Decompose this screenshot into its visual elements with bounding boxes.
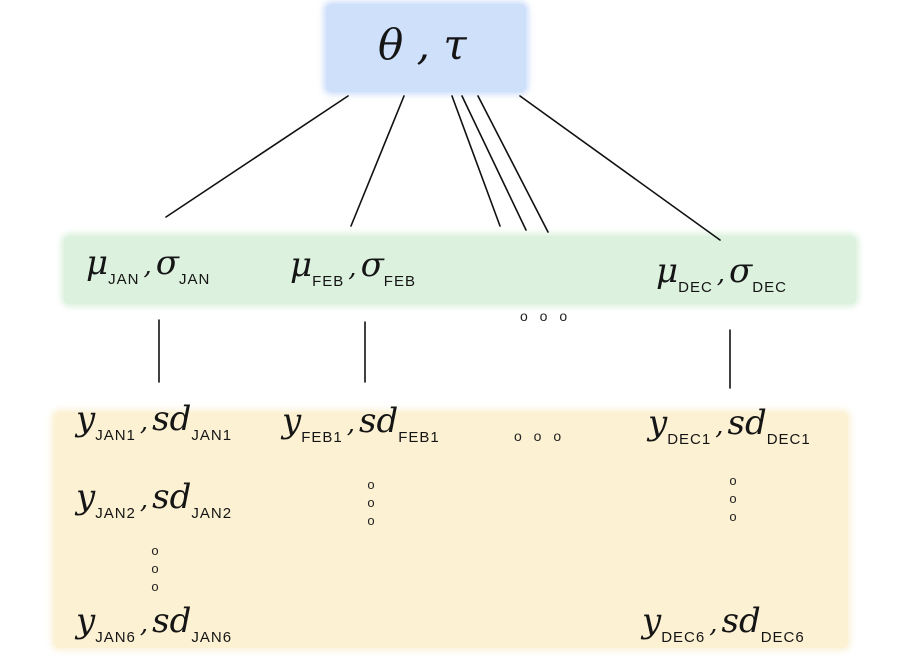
sigma-symbol: σ (360, 245, 384, 285)
y-symbol: y (642, 601, 662, 641)
obs-jan6-node: yJAN6, sdJAN6 (76, 604, 232, 645)
y-subscript: DEC1 (667, 431, 712, 448)
obs-dec6-node: yDEC6, sdDEC6 (642, 604, 805, 645)
sd-subscript: JAN1 (191, 427, 233, 444)
sigma-symbol: σ (155, 243, 179, 283)
sd-symbol: sd (721, 601, 761, 641)
mu-subscript: FEB (312, 273, 345, 290)
ellipsis-dot: o (367, 513, 375, 528)
edge-top-to-ellipsis-2 (461, 95, 527, 231)
obs-dec1-node: yDEC1, sdDEC1 (648, 406, 811, 447)
obs-ellipsis: o o o (514, 428, 566, 444)
obs-feb1-node: yFEB1, sdFEB1 (282, 404, 440, 445)
sd-subscript: JAN6 (191, 629, 233, 646)
dec-obs-ellipsis: o o o (728, 472, 738, 526)
y-subscript: DEC6 (661, 629, 706, 646)
y-symbol: y (282, 401, 302, 441)
sd-symbol: sd (359, 401, 399, 441)
feb-obs-ellipsis: o o o (366, 476, 376, 530)
y-symbol: y (76, 399, 96, 439)
separator: , (348, 253, 357, 283)
obs-jan2-node: yJAN2, sdJAN2 (76, 480, 232, 521)
ellipsis-dot: o (151, 561, 159, 576)
sigma-subscript: FEB (383, 273, 416, 290)
separator: , (139, 407, 149, 437)
y-subscript: JAN2 (95, 505, 136, 522)
ellipsis-dot: o (151, 579, 159, 594)
sd-symbol: sd (727, 403, 767, 443)
edge-top-to-ellipsis-1 (451, 95, 501, 227)
observation-band (54, 412, 848, 648)
edge-top-to-ellipsis-3 (477, 95, 549, 233)
separator: , (346, 409, 355, 439)
sigma-subscript: DEC (752, 279, 787, 296)
hyperparameter-band (326, 4, 526, 92)
ellipsis-dot: o (367, 495, 375, 510)
edge-top-to-dec (519, 95, 721, 241)
y-subscript: FEB1 (301, 429, 343, 446)
sd-subscript: FEB1 (398, 429, 440, 446)
separator: , (139, 609, 149, 639)
sd-subscript: JAN2 (191, 505, 233, 522)
separator: , (139, 485, 149, 515)
y-symbol: y (648, 403, 668, 443)
obs-jan1-node: yJAN1, sdJAN1 (76, 402, 232, 443)
sd-subscript: DEC1 (766, 431, 811, 448)
edge-top-to-jan (165, 95, 349, 218)
sd-symbol: sd (152, 601, 192, 641)
y-subscript: JAN1 (95, 427, 136, 444)
sigma-subscript: JAN (178, 271, 211, 288)
mu-subscript: JAN (108, 271, 140, 288)
separator: , (715, 411, 724, 441)
sigma-symbol: σ (729, 251, 753, 291)
ellipsis-dot: o (729, 473, 737, 488)
edge-top-to-feb (350, 95, 405, 227)
mu-symbol: μ (86, 243, 109, 283)
sd-subscript: DEC6 (760, 629, 805, 646)
sd-symbol: sd (152, 477, 192, 517)
theta-tau-label: θ , τ (378, 20, 467, 69)
mu-symbol: μ (290, 245, 313, 285)
ellipsis-dot: o (367, 477, 375, 492)
ellipsis-dot: o (151, 543, 159, 558)
y-subscript: JAN6 (95, 629, 136, 646)
separator: , (143, 251, 152, 281)
mu-subscript: DEC (678, 279, 713, 296)
jan-params-node: μJAN, σJAN (86, 246, 210, 287)
y-symbol: y (76, 601, 96, 641)
month-parameter-band (64, 236, 856, 304)
ellipsis-dot: o (729, 509, 737, 524)
sd-symbol: sd (152, 399, 192, 439)
jan-obs-ellipsis: o o o (150, 542, 160, 596)
separator: , (716, 259, 726, 289)
feb-params-node: μFEB, σFEB (290, 248, 416, 289)
ellipsis-dot: o (729, 491, 737, 506)
separator: , (709, 609, 718, 639)
y-symbol: y (76, 477, 96, 517)
months-ellipsis: o o o (520, 308, 572, 324)
dec-params-node: μDEC, σDEC (656, 254, 787, 295)
mu-symbol: μ (656, 251, 679, 291)
